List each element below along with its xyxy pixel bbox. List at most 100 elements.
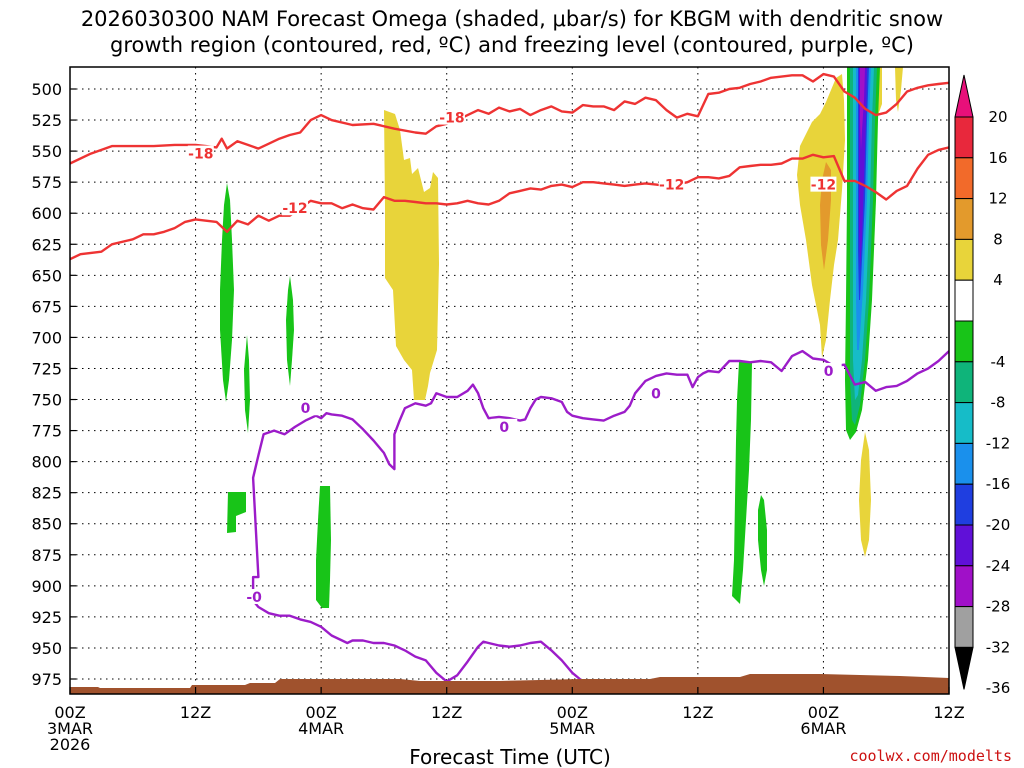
x-tick-label: 00Z xyxy=(557,703,588,722)
colorbar-tick-label: -20 xyxy=(986,516,1011,534)
colorbar-tick-label: -24 xyxy=(986,557,1011,575)
credit-text: coolwx.com/modelts xyxy=(849,747,1012,765)
x-tick-label: 12Z xyxy=(431,703,462,722)
colorbar-bin xyxy=(954,157,974,200)
contour-label-bg xyxy=(815,362,842,378)
omega-region-green-3mar-c xyxy=(286,276,294,386)
y-tick-label: 900 xyxy=(31,577,62,596)
colorbar-bin xyxy=(954,198,974,240)
colorbar-bin xyxy=(954,606,974,648)
contour-lines xyxy=(70,72,949,683)
chart-title-line1: 2026030300 NAM Forecast Omega (shaded, μ… xyxy=(81,7,943,31)
contour-label: -12 xyxy=(659,178,684,194)
y-tick-label: 550 xyxy=(31,142,62,161)
omega-region-yellow-6mar-top2 xyxy=(895,67,903,112)
colorbar-bin xyxy=(954,483,974,526)
y-tick-label: 825 xyxy=(31,484,62,503)
x-tick-label: 00Z xyxy=(54,703,85,722)
colorbar-tick-label: -4 xyxy=(991,353,1006,371)
contour-label: 0 xyxy=(301,401,311,417)
contour-line xyxy=(251,594,584,683)
colorbar-bin xyxy=(954,320,974,363)
omega-region-green-3mar-d xyxy=(227,492,246,533)
contour-label: 0 xyxy=(499,420,509,436)
colorbar: 20 16 12 8 4 -4 -8 -12 -16 -20 -24 -28 -32 -36 xyxy=(954,74,1011,697)
x-tick-label: 3MAR xyxy=(47,719,93,738)
x-tick-label: 00Z xyxy=(808,703,839,722)
y-tick-label: 575 xyxy=(31,173,62,192)
colorbar-bottom-arrow xyxy=(954,646,974,690)
contour-label: -12 xyxy=(282,201,307,217)
y-tick-label: 775 xyxy=(31,422,62,441)
contour-label-bg xyxy=(643,385,669,401)
colorbar-bin xyxy=(954,116,974,159)
colorbar-tick-label: 12 xyxy=(988,190,1007,208)
colorbar-tick-label: -12 xyxy=(986,434,1011,452)
contour-label: 0 xyxy=(824,364,834,380)
colorbar-tick-label: 4 xyxy=(993,271,1003,289)
x-tick-label: 4MAR xyxy=(298,719,344,738)
y-tick-label: 950 xyxy=(31,639,62,658)
colorbar-bin xyxy=(954,402,974,444)
contour-line xyxy=(251,349,949,595)
contour-labels: -18 -18 -12 -12 -12 0 0 0 0 -0 xyxy=(187,109,842,606)
omega-region-yellow-6mar-low xyxy=(859,432,871,557)
x-tick-label: 5MAR xyxy=(549,719,595,738)
colorbar-tick-label: -36 xyxy=(986,679,1011,697)
colorbar-tick-label: -16 xyxy=(986,475,1011,493)
contour-label-bg xyxy=(491,418,518,434)
contour-label-bg xyxy=(187,145,214,161)
y-tick-label: 650 xyxy=(31,266,62,285)
contour-label: -18 xyxy=(439,111,464,127)
omega-region-green-5mar-a xyxy=(732,362,752,604)
x-tick-label: 12Z xyxy=(682,703,713,722)
y-tick-label: 500 xyxy=(31,80,62,99)
chart-title-line2: growth region (contoured, red, ºC) and f… xyxy=(110,33,914,57)
y-tick-label: 800 xyxy=(31,453,62,472)
y-tick-label: 525 xyxy=(31,111,62,130)
omega-region-green-4mar xyxy=(316,486,331,608)
colorbar-tick-label: 20 xyxy=(988,108,1007,126)
contour-label: -12 xyxy=(811,178,836,194)
colorbar-bin xyxy=(954,565,974,608)
y-tick-label: 750 xyxy=(31,391,62,410)
contour-label-bg xyxy=(438,109,465,125)
omega-region-green-3mar-b xyxy=(244,335,250,433)
contour-line xyxy=(70,72,949,165)
colorbar-bin xyxy=(954,279,974,322)
colorbar-tick-label: -28 xyxy=(986,598,1011,616)
y-tick-label: 850 xyxy=(31,515,62,534)
y-tick-label: 975 xyxy=(31,670,62,689)
y-tick-label: 625 xyxy=(31,235,62,254)
colorbar-tick-label: 8 xyxy=(993,230,1003,248)
contour-label: -18 xyxy=(188,147,213,163)
colorbar-tick-label: 16 xyxy=(988,149,1007,167)
y-tick-label: 675 xyxy=(31,297,62,316)
terrain-surface xyxy=(70,674,949,694)
omega-region-yellow-4mar xyxy=(384,110,439,400)
y-tick-label: 875 xyxy=(31,546,62,565)
y-axis: 500 525 550 575 600 625 650 675 700 725 750 775 800 8… xyxy=(31,80,76,689)
x-tick-label: 00Z xyxy=(305,703,336,722)
omega-region-green-3mar-a xyxy=(220,183,234,402)
y-tick-label: 600 xyxy=(31,204,62,223)
y-tick-label: 725 xyxy=(31,359,62,378)
contour-label-bg xyxy=(281,200,308,216)
colorbar-bin xyxy=(954,238,974,281)
colorbar-tick-label: -32 xyxy=(986,638,1011,656)
contour-label-bg xyxy=(658,176,685,192)
contour-label-bg xyxy=(241,589,268,605)
y-tick-label: 925 xyxy=(31,608,62,627)
contour-label: -0 xyxy=(246,590,262,606)
colorbar-bin xyxy=(954,442,974,485)
plot-border xyxy=(69,66,950,695)
x-tick-label: 6MAR xyxy=(800,719,846,738)
x-tick-label: 2026 xyxy=(50,735,91,754)
omega-region-core-purple xyxy=(860,67,865,150)
colorbar-bin xyxy=(954,524,974,567)
contour-line xyxy=(70,146,949,261)
omega-shading xyxy=(220,67,903,608)
x-tick-label: 12Z xyxy=(180,703,211,722)
omega-region-green-5mar-b xyxy=(758,495,767,586)
